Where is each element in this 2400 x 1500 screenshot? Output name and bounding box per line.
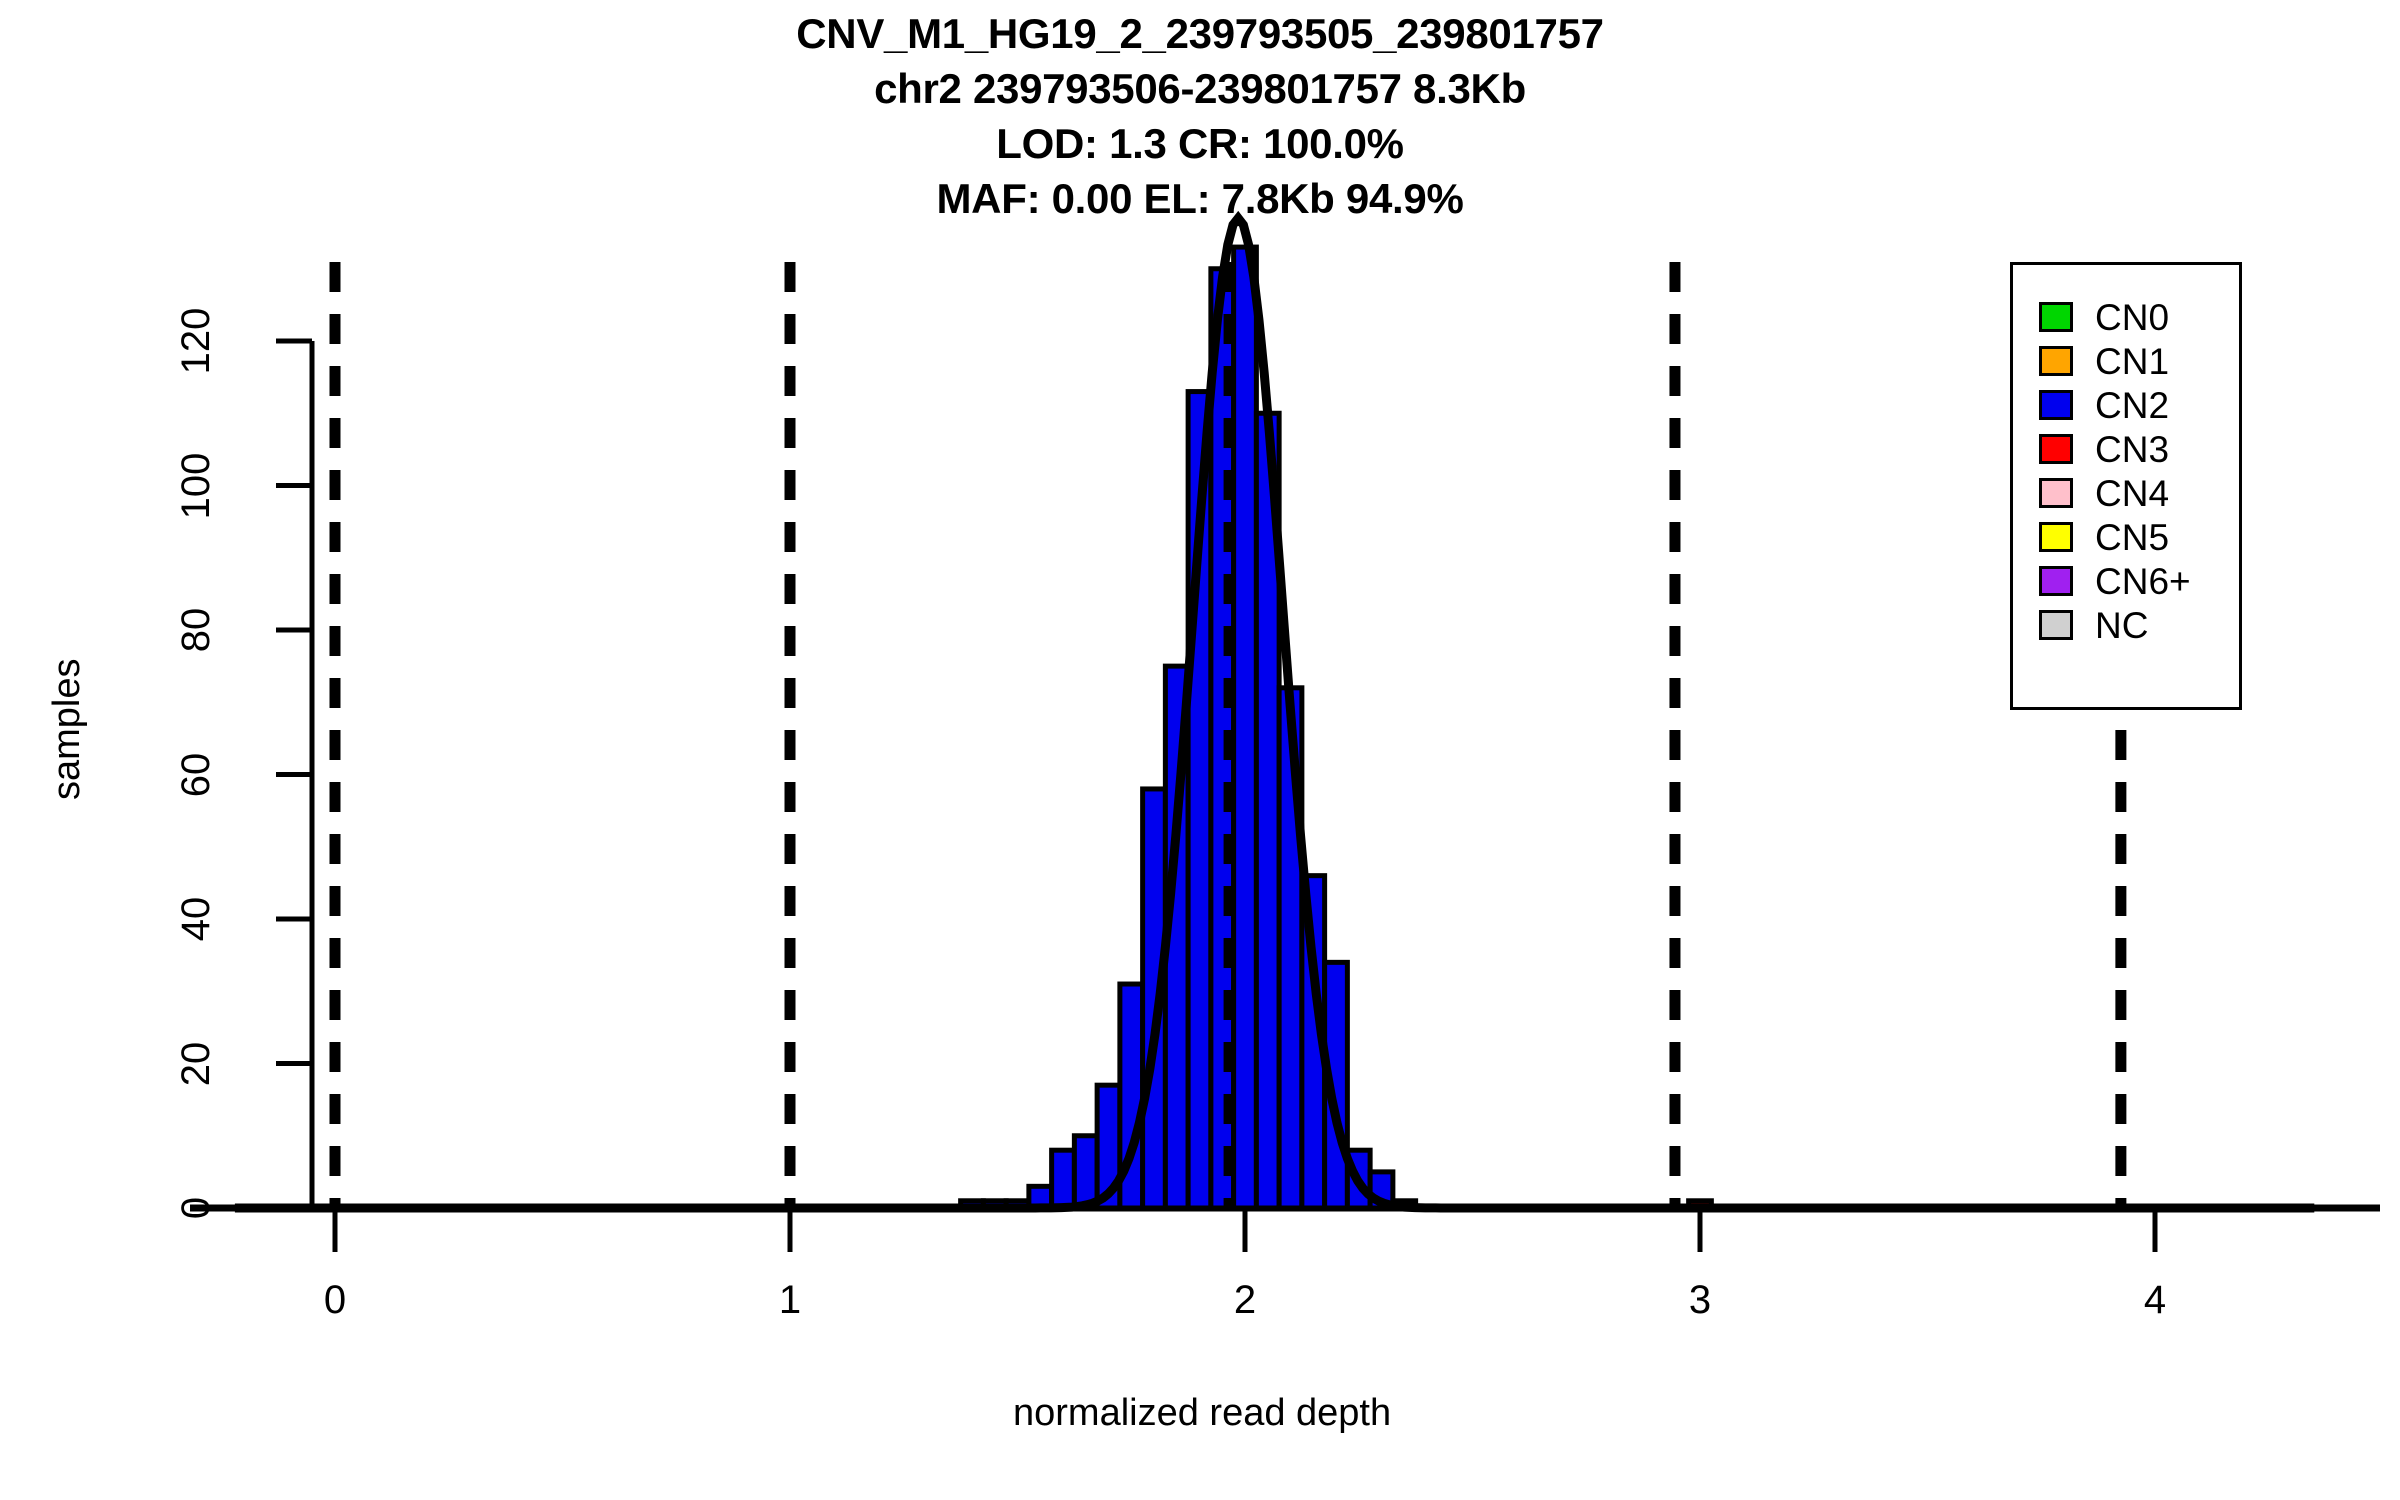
title-line-cnv-id: CNV_M1_HG19_2_239793505_239801757 — [796, 10, 1604, 57]
x-tick-label: 2 — [1233, 1278, 1257, 1322]
histogram-bar — [1231, 244, 1259, 1211]
legend-label: NC — [2095, 604, 2149, 646]
title-line-locus: chr2 239793506-239801757 8.3Kb — [874, 65, 1526, 112]
legend-swatch-icon — [2039, 522, 2073, 552]
legend-item-cn3[interactable]: CN3 — [2013, 427, 2239, 471]
legend-swatch-icon — [2039, 610, 2073, 640]
x-tick-label: 0 — [323, 1278, 347, 1322]
legend-label: CN4 — [2095, 472, 2170, 514]
legend-swatch-icon — [2039, 390, 2073, 420]
legend-item-cn0[interactable]: CN0 — [2013, 295, 2239, 339]
legend-item-cn6plus[interactable]: CN6+ — [2013, 559, 2239, 603]
x-axis-title: normalized read depth — [1013, 1392, 1392, 1434]
x-tick-label: 1 — [778, 1278, 802, 1322]
legend-item-cn2[interactable]: CN2 — [2013, 383, 2239, 427]
legend-items: CN0 CN1 CN2 CN3 CN4 CN5 CN6+ NC — [2013, 265, 2239, 647]
legend-label: CN5 — [2095, 516, 2170, 558]
legend-box: CN0 CN1 CN2 CN3 CN4 CN5 CN6+ NC — [2010, 262, 2242, 710]
legend-label: CN0 — [2095, 296, 2170, 338]
title-line-maf-el: MAF: 0.00 EL: 7.8Kb 94.9% — [936, 175, 1464, 222]
chart-title-block: CNV_M1_HG19_2_239793505_239801757 chr2 2… — [0, 6, 2400, 226]
legend-label: CN3 — [2095, 428, 2170, 470]
legend-swatch-icon — [2039, 346, 2073, 376]
legend-item-cn1[interactable]: CN1 — [2013, 339, 2239, 383]
legend-item-nc[interactable]: NC — [2013, 603, 2239, 647]
histogram-bars — [958, 244, 1714, 1211]
legend-item-cn4[interactable]: CN4 — [2013, 471, 2239, 515]
legend-label: CN6+ — [2095, 560, 2191, 602]
legend-label: CN1 — [2095, 340, 2170, 382]
x-tick-label: 3 — [1688, 1278, 1712, 1322]
histogram-bar — [1049, 1147, 1077, 1211]
gaussian-fit-curve — [234, 210, 2315, 1213]
x-tick-label: 4 — [2143, 1278, 2167, 1322]
legend-swatch-icon — [2039, 434, 2073, 464]
density-curve — [234, 210, 2315, 1213]
histogram-bar — [1071, 1133, 1100, 1211]
legend-swatch-icon — [2039, 302, 2073, 332]
legend-swatch-icon — [2039, 478, 2073, 508]
legend-swatch-icon — [2039, 566, 2073, 596]
legend-item-cn5[interactable]: CN5 — [2013, 515, 2239, 559]
title-line-lod-cr: LOD: 1.3 CR: 100.0% — [996, 120, 1404, 167]
legend-label: CN2 — [2095, 384, 2170, 426]
